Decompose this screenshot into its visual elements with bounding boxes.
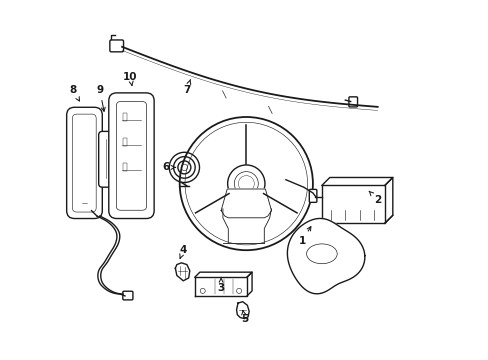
- Polygon shape: [175, 263, 189, 281]
- FancyBboxPatch shape: [110, 40, 123, 52]
- FancyBboxPatch shape: [348, 97, 357, 107]
- FancyBboxPatch shape: [309, 189, 316, 202]
- Text: 7: 7: [183, 80, 190, 95]
- FancyBboxPatch shape: [66, 107, 102, 219]
- Circle shape: [179, 117, 312, 250]
- Text: 8: 8: [69, 85, 79, 101]
- Polygon shape: [287, 219, 364, 294]
- Text: 4: 4: [179, 245, 186, 258]
- Circle shape: [234, 172, 258, 195]
- Text: 6: 6: [162, 162, 175, 172]
- Text: 9: 9: [96, 85, 105, 111]
- Text: 3: 3: [217, 278, 224, 293]
- Polygon shape: [221, 189, 271, 218]
- Text: 10: 10: [123, 72, 137, 86]
- FancyBboxPatch shape: [99, 131, 112, 187]
- FancyBboxPatch shape: [122, 291, 133, 300]
- Polygon shape: [236, 302, 249, 319]
- Text: 5: 5: [241, 310, 247, 324]
- FancyBboxPatch shape: [108, 93, 154, 219]
- Text: 1: 1: [298, 226, 310, 246]
- Text: 2: 2: [368, 191, 381, 205]
